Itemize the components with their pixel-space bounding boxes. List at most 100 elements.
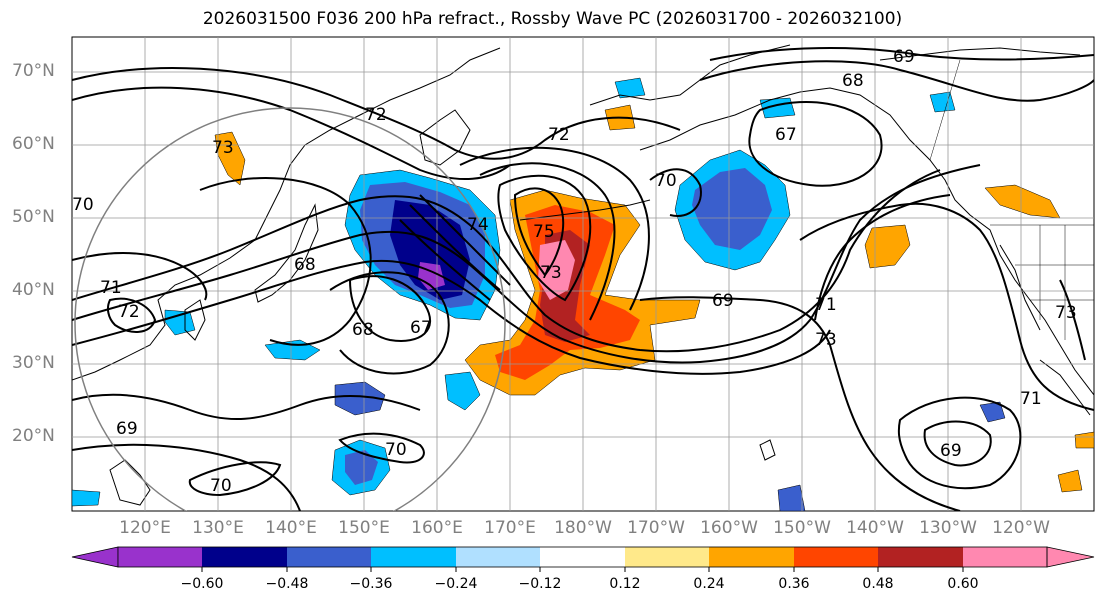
lat-label: 30°N xyxy=(12,353,55,373)
lon-label: 160°E xyxy=(411,518,463,538)
colorbar-swatch xyxy=(202,547,287,567)
colorbar-swatch xyxy=(794,547,878,567)
contour-69-southwest xyxy=(72,393,421,420)
coastline-kamchatka xyxy=(419,109,471,166)
border-lines xyxy=(929,59,1094,340)
lon-label: 160°W xyxy=(700,518,758,538)
lon-label: 120°E xyxy=(119,518,171,538)
colorbar-tick-label: 0.12 xyxy=(609,576,641,592)
positive-region-dateline-peak xyxy=(538,240,575,300)
contour-70-loop-south xyxy=(188,461,282,497)
contour-ridge-75 xyxy=(513,187,565,277)
colorbar-tick-label: 0.48 xyxy=(862,576,894,592)
contour-73-east-edge xyxy=(1059,279,1086,361)
negative-region-west-edge xyxy=(72,489,101,507)
positive-region-east-pacific xyxy=(864,224,911,269)
contour-70-south xyxy=(72,443,301,511)
coastline-canada-north xyxy=(879,47,1081,61)
negative-region-alaska-inner xyxy=(692,168,772,250)
contour-67-loop xyxy=(748,101,883,187)
lat-label: 50°N xyxy=(12,207,55,227)
negative-region-central xyxy=(444,371,481,411)
colorbar-swatch xyxy=(878,547,963,567)
coastline-mexico xyxy=(1039,359,1091,416)
contour-label: 72 xyxy=(118,302,140,322)
contour-label: 68 xyxy=(352,320,374,340)
contour-north-72 xyxy=(72,67,681,160)
contour-71-east xyxy=(799,202,1094,411)
positive-region-south-east xyxy=(1057,469,1083,493)
coastline-japan xyxy=(254,203,319,303)
contour-label: 69 xyxy=(116,419,138,439)
reference-circle xyxy=(74,107,506,511)
colorbar-swatch xyxy=(625,547,709,567)
lon-label: 180°W xyxy=(554,518,612,538)
lon-label: 150°W xyxy=(773,518,831,538)
border-alaska-canada xyxy=(929,59,961,161)
lon-label: 130°W xyxy=(919,518,977,538)
contour-68-japan xyxy=(199,177,372,346)
contour-69-loop-east xyxy=(923,420,992,467)
colorbar-tick-label: 0.24 xyxy=(693,576,725,592)
colorbar-swatch xyxy=(963,547,1047,567)
contour-68-mid xyxy=(329,271,450,375)
contour-label: 71 xyxy=(815,295,837,315)
coastline-hawaii xyxy=(759,439,776,461)
coastline-bering xyxy=(589,44,791,106)
contour-label: 74 xyxy=(467,215,489,235)
contour-70-loop-east xyxy=(897,396,1022,490)
contour-label-layer: 69 68 72 67 72 70 73 74 75 73 68 67 68 7… xyxy=(72,47,1077,496)
colorbar-swatch xyxy=(371,547,456,567)
contour-69-arctic xyxy=(709,47,1094,61)
coastline-asia-east xyxy=(72,47,501,381)
colorbar-tick-label: −0.60 xyxy=(180,576,224,592)
coastline-us-west xyxy=(999,244,1041,331)
lat-label: 40°N xyxy=(12,280,55,300)
contour-67-inner xyxy=(348,275,431,342)
positive-region-far-east xyxy=(1074,431,1094,449)
lat-label: 60°N xyxy=(12,134,55,154)
contour-label: 67 xyxy=(775,125,797,145)
colorbar-tick-label: 0.36 xyxy=(778,576,810,592)
contour-label: 75 xyxy=(533,222,555,242)
colorbar-swatch xyxy=(456,547,540,567)
contour-label: 68 xyxy=(842,71,864,91)
contour-label: 70 xyxy=(210,476,232,496)
lon-label: 150°E xyxy=(338,518,390,538)
contour-label: 71 xyxy=(100,278,122,298)
negative-region-east-small xyxy=(979,401,1006,423)
refractivity-contours xyxy=(72,47,1094,511)
negative-region-south-east xyxy=(777,484,806,511)
colorbar-swatch xyxy=(540,547,625,567)
contour-jet-1 xyxy=(72,169,941,353)
lon-label: 130°E xyxy=(192,518,244,538)
contour-72-east xyxy=(814,194,951,321)
colorbar-tick-label: −0.24 xyxy=(434,576,478,592)
contour-label: 69 xyxy=(712,291,734,311)
contour-north-upper xyxy=(72,86,511,181)
lon-label: 170°W xyxy=(627,518,685,538)
contour-label: 72 xyxy=(365,105,387,125)
contour-jet-3 xyxy=(72,259,831,375)
contour-gulf-70 xyxy=(649,168,702,217)
contour-label: 73 xyxy=(815,330,837,350)
contour-label: 73 xyxy=(540,263,562,283)
coastline-korea xyxy=(184,299,206,341)
contour-ridge-73 xyxy=(479,162,616,321)
contour-label: 70 xyxy=(385,440,407,460)
contour-label: 70 xyxy=(655,171,677,191)
contour-71-west xyxy=(72,252,208,301)
contour-label: 69 xyxy=(940,441,962,461)
negative-region-north-small xyxy=(614,77,646,99)
colorbar-swatch xyxy=(118,547,202,567)
contour-label: 71 xyxy=(1020,389,1042,409)
colorbar-right-extend xyxy=(1046,546,1095,568)
contour-70-small xyxy=(338,432,425,464)
contour-label: 73 xyxy=(212,138,234,158)
contour-73-west xyxy=(106,297,157,333)
negative-region-south-pacific-inner xyxy=(345,450,378,485)
colorbar-tick-label: −0.36 xyxy=(349,576,393,592)
contour-label: 72 xyxy=(548,125,570,145)
lat-label: 70°N xyxy=(12,61,55,81)
